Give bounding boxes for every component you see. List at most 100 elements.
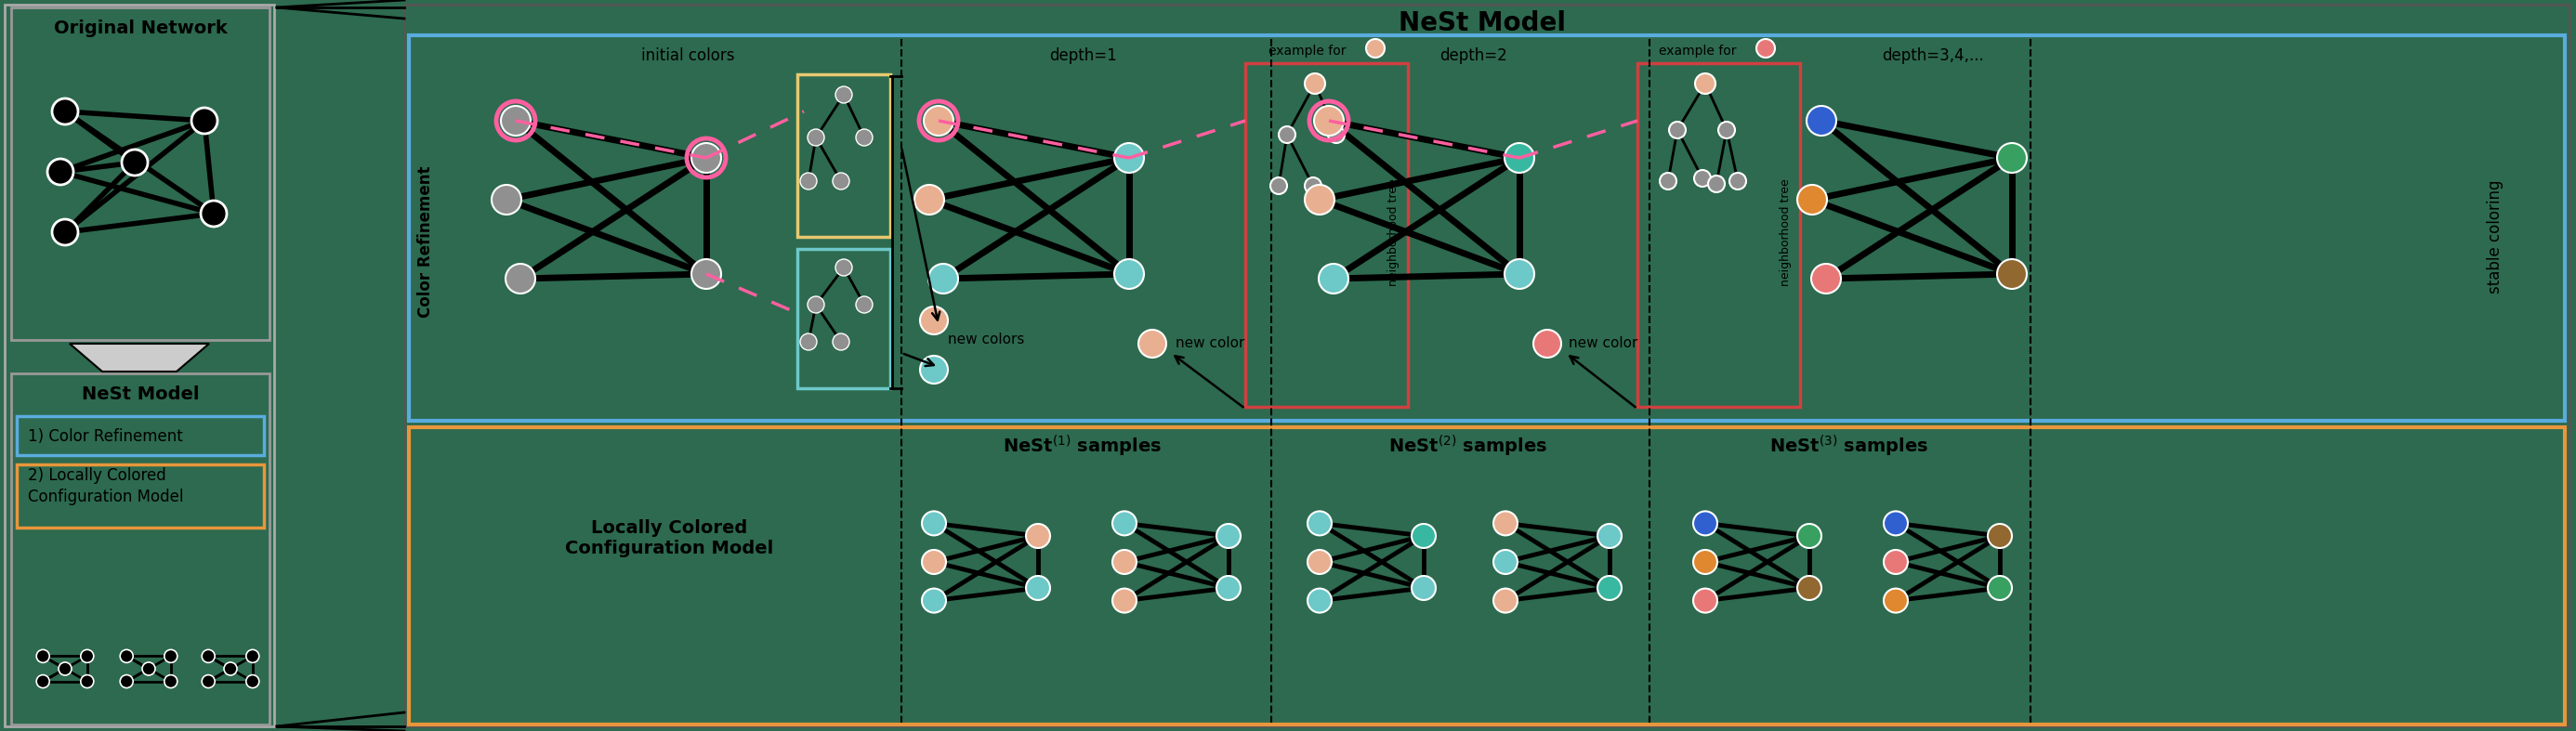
Circle shape bbox=[46, 159, 72, 185]
Circle shape bbox=[1692, 588, 1718, 613]
Bar bbox=[15, 416, 263, 455]
Circle shape bbox=[1113, 511, 1136, 535]
Text: Color Refinement: Color Refinement bbox=[417, 165, 433, 317]
Circle shape bbox=[1597, 576, 1623, 600]
Circle shape bbox=[914, 185, 945, 215]
Circle shape bbox=[1309, 511, 1332, 535]
Circle shape bbox=[806, 129, 824, 145]
Circle shape bbox=[1113, 550, 1136, 574]
Circle shape bbox=[36, 650, 49, 662]
Circle shape bbox=[1365, 39, 1386, 58]
Circle shape bbox=[1669, 121, 1685, 138]
Circle shape bbox=[1504, 143, 1535, 173]
Circle shape bbox=[165, 675, 178, 688]
Text: Original Network: Original Network bbox=[54, 19, 227, 37]
Circle shape bbox=[1597, 524, 1623, 548]
Circle shape bbox=[1314, 106, 1345, 136]
Circle shape bbox=[1798, 185, 1826, 215]
Circle shape bbox=[1718, 121, 1736, 138]
Circle shape bbox=[690, 143, 721, 173]
Circle shape bbox=[201, 650, 214, 662]
Bar bbox=[404, 4, 2568, 727]
Circle shape bbox=[1025, 576, 1051, 600]
Circle shape bbox=[922, 588, 945, 613]
Text: NeSt$^{(2)}$ samples: NeSt$^{(2)}$ samples bbox=[1388, 433, 1548, 458]
Circle shape bbox=[224, 662, 237, 675]
Circle shape bbox=[201, 675, 214, 688]
Circle shape bbox=[1883, 511, 1909, 535]
Circle shape bbox=[1115, 260, 1144, 289]
Circle shape bbox=[806, 296, 824, 313]
Bar bbox=[1638, 63, 1801, 407]
Circle shape bbox=[121, 650, 134, 662]
Circle shape bbox=[36, 675, 49, 688]
Bar bbox=[10, 7, 270, 340]
Text: Configuration Model: Configuration Model bbox=[28, 488, 183, 505]
Circle shape bbox=[690, 260, 721, 289]
Circle shape bbox=[121, 150, 147, 175]
Text: new colors: new colors bbox=[948, 332, 1025, 346]
Circle shape bbox=[1708, 175, 1726, 192]
Circle shape bbox=[1883, 588, 1909, 613]
Circle shape bbox=[165, 650, 178, 662]
Text: neighborhood tree: neighborhood tree bbox=[1388, 178, 1399, 286]
Circle shape bbox=[801, 173, 817, 189]
Circle shape bbox=[1303, 73, 1324, 94]
Text: NeSt Model: NeSt Model bbox=[82, 386, 198, 404]
Circle shape bbox=[1270, 178, 1288, 194]
Text: depth=1: depth=1 bbox=[1048, 48, 1115, 64]
Circle shape bbox=[925, 106, 953, 136]
Circle shape bbox=[835, 86, 853, 103]
Circle shape bbox=[247, 675, 260, 688]
Circle shape bbox=[1692, 550, 1718, 574]
Circle shape bbox=[1329, 126, 1345, 143]
Circle shape bbox=[1798, 524, 1821, 548]
Circle shape bbox=[1216, 576, 1242, 600]
Circle shape bbox=[1278, 126, 1296, 143]
Circle shape bbox=[832, 173, 850, 189]
Circle shape bbox=[191, 107, 216, 134]
Circle shape bbox=[492, 185, 520, 215]
Circle shape bbox=[1798, 576, 1821, 600]
Bar bbox=[799, 75, 891, 237]
Circle shape bbox=[1494, 511, 1517, 535]
Circle shape bbox=[1309, 550, 1332, 574]
Circle shape bbox=[801, 333, 817, 350]
Circle shape bbox=[1494, 588, 1517, 613]
Text: NeSt$^{(3)}$ samples: NeSt$^{(3)}$ samples bbox=[1770, 433, 1929, 458]
Circle shape bbox=[201, 200, 227, 227]
Text: new color: new color bbox=[1569, 337, 1638, 351]
Circle shape bbox=[920, 356, 948, 384]
Circle shape bbox=[52, 99, 77, 124]
Text: NeSt Model: NeSt Model bbox=[1399, 10, 1566, 37]
Circle shape bbox=[1303, 178, 1321, 194]
Polygon shape bbox=[70, 344, 209, 371]
Circle shape bbox=[52, 219, 77, 245]
Circle shape bbox=[922, 511, 945, 535]
Circle shape bbox=[1692, 511, 1718, 535]
Circle shape bbox=[59, 662, 72, 675]
Circle shape bbox=[1883, 550, 1909, 574]
Circle shape bbox=[855, 296, 873, 313]
Circle shape bbox=[1303, 185, 1334, 215]
Circle shape bbox=[1811, 264, 1842, 294]
Circle shape bbox=[500, 106, 531, 136]
Circle shape bbox=[80, 650, 93, 662]
Circle shape bbox=[1728, 173, 1747, 189]
Text: stable coloring: stable coloring bbox=[2486, 180, 2504, 294]
Circle shape bbox=[1989, 524, 2012, 548]
Text: example for: example for bbox=[1659, 45, 1736, 58]
Circle shape bbox=[1996, 143, 2027, 173]
Circle shape bbox=[1025, 524, 1051, 548]
Circle shape bbox=[1806, 106, 1837, 136]
Circle shape bbox=[1309, 588, 1332, 613]
Circle shape bbox=[247, 650, 260, 662]
Circle shape bbox=[1659, 173, 1677, 189]
Circle shape bbox=[1757, 39, 1775, 58]
Circle shape bbox=[1412, 576, 1435, 600]
Text: depth=2: depth=2 bbox=[1440, 48, 1507, 64]
Circle shape bbox=[1996, 260, 2027, 289]
Circle shape bbox=[832, 333, 850, 350]
Bar bbox=[410, 35, 2566, 421]
Circle shape bbox=[835, 260, 853, 276]
